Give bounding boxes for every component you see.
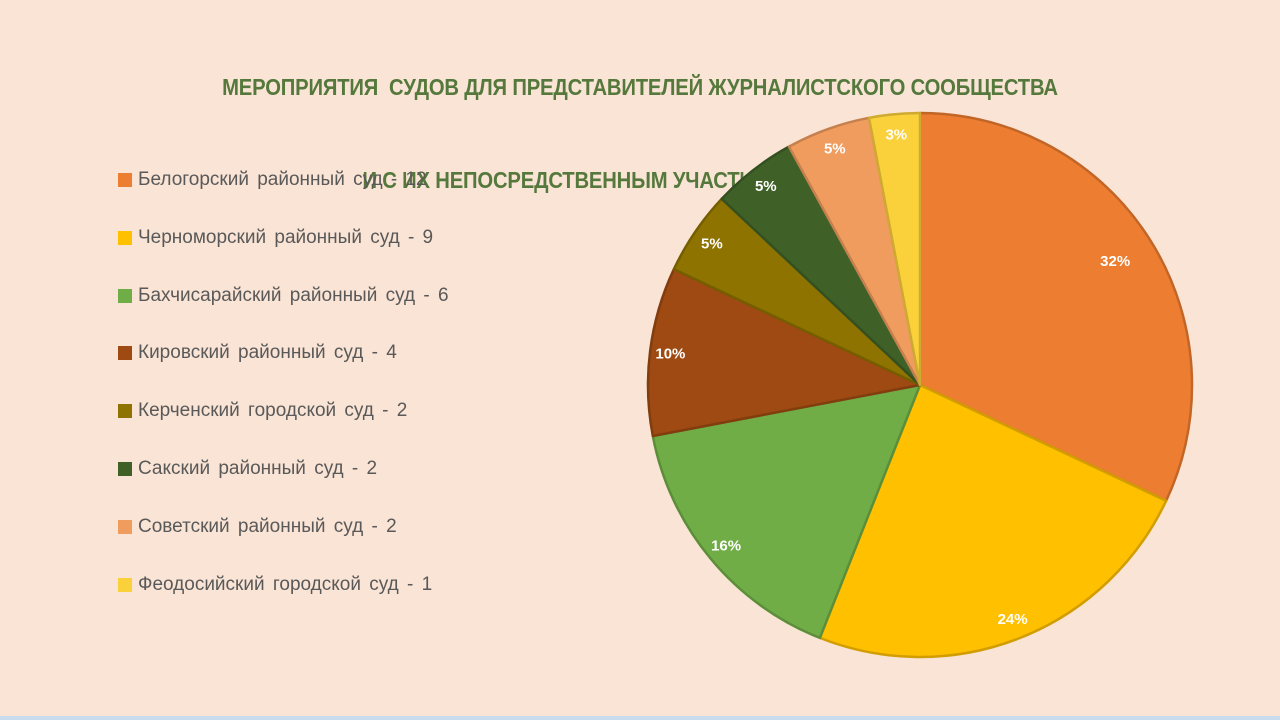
legend-swatch — [118, 404, 132, 418]
pie-slice — [818, 383, 1168, 659]
legend-label: Бахчисарайский районный суд - 6 — [138, 285, 449, 306]
legend-swatch — [118, 462, 132, 476]
legend-swatch — [118, 289, 132, 303]
slice-percent-label: 10% — [655, 346, 685, 363]
legend-item: Феодосийский городской суд - 1 — [118, 574, 432, 596]
legend-item: Керченский городской суд - 2 — [118, 400, 407, 422]
slice-percent-label: 24% — [998, 611, 1028, 628]
legend: Белогорский районный суд - 12 Черноморск… — [118, 0, 538, 720]
legend-swatch — [118, 578, 132, 592]
legend-label: Феодосийский городской суд - 1 — [138, 574, 433, 595]
legend-item: Бахчисарайский районный суд - 6 — [118, 285, 449, 307]
slice-percent-label: 5% — [824, 140, 846, 157]
slice-percent-label: 3% — [885, 127, 907, 144]
legend-item: Кировский районный суд - 4 — [118, 342, 397, 364]
legend-label: Сакский районный суд - 2 — [138, 458, 378, 479]
legend-swatch — [118, 346, 132, 360]
legend-item: Советский районный суд - 2 — [118, 516, 397, 538]
legend-label: Белогорский районный суд - 12 — [138, 169, 427, 190]
legend-item: Белогорский районный суд - 12 — [118, 169, 427, 191]
legend-swatch — [118, 520, 132, 534]
slice-percent-label: 5% — [701, 236, 723, 253]
slice-percent-label: 16% — [711, 537, 741, 554]
bottom-strip — [0, 716, 1280, 720]
legend-label: Кировский районный суд - 4 — [138, 342, 397, 363]
pie-slice — [646, 267, 922, 438]
slice-percent-label: 32% — [1100, 253, 1130, 270]
slice-percent-label: 5% — [755, 178, 777, 195]
legend-item: Черноморский районный суд - 9 — [118, 227, 433, 249]
legend-label: Советский районный суд - 2 — [138, 516, 397, 537]
legend-label: Керченский городской суд - 2 — [138, 400, 408, 421]
legend-swatch — [118, 173, 132, 187]
legend-item: Сакский районный суд - 2 — [118, 458, 377, 480]
legend-label: Черноморский районный суд - 9 — [138, 227, 434, 248]
pie-slice — [918, 111, 1194, 503]
pie-slice — [651, 383, 922, 640]
legend-swatch — [118, 231, 132, 245]
page-title-line1: МЕРОПРИЯТИЯ СУДОВ ДЛЯ ПРЕДСТАВИТЕЛЕЙ ЖУР… — [222, 74, 1058, 100]
pie-slice — [867, 111, 922, 387]
